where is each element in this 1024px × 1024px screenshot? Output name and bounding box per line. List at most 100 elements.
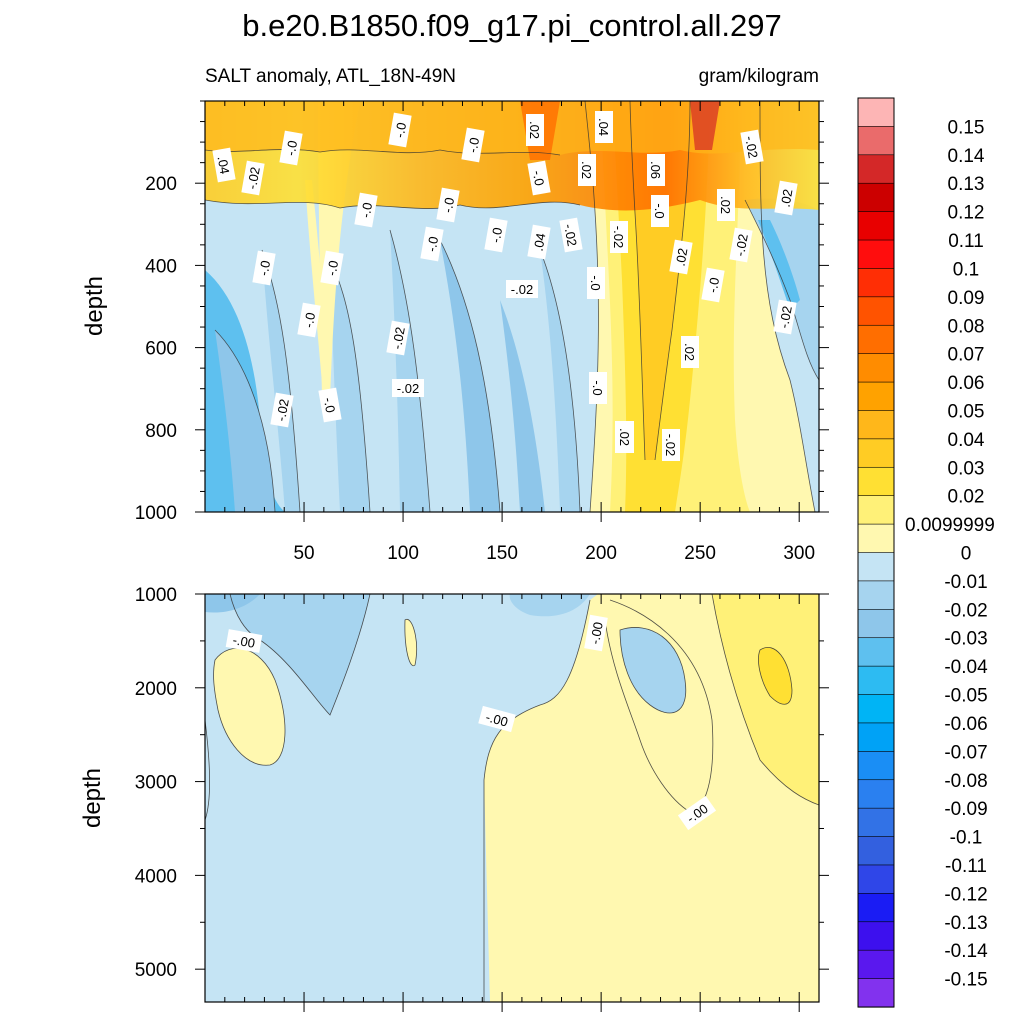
contour-label-bg: [587, 267, 605, 299]
contour-label: .02: [681, 336, 699, 368]
contour-label: -.00: [478, 705, 516, 733]
colorbar-label: 0.06: [948, 373, 985, 394]
contour-label: .04: [527, 224, 551, 260]
contour-label-bg: [595, 111, 613, 143]
x-tick-label: 200: [585, 543, 617, 564]
colorbar-label: -0.14: [944, 941, 988, 962]
colorbar-swatch: [857, 268, 895, 298]
contour-label-text: .02: [718, 196, 733, 214]
colorbar-swatch: [857, 466, 895, 497]
colorbar-label: 0.09: [948, 288, 985, 309]
lower-y-axis-label: depth: [79, 768, 106, 828]
contour-label-text: -.0: [440, 196, 457, 214]
contour-label-bg: [616, 421, 634, 453]
contour-label: -.0: [420, 226, 444, 262]
contour-label-text: .02: [673, 247, 691, 267]
y-tick-label: 800: [145, 421, 177, 442]
contour-label-bg: [436, 187, 460, 223]
colorbar-swatch: [857, 609, 895, 639]
contour-label-bg: [774, 180, 798, 216]
contour-label-text: -.0: [301, 311, 318, 329]
contour-label-bg: [647, 154, 665, 186]
contour-label-text: -.0: [530, 169, 547, 187]
contour-label: -.0: [320, 250, 344, 286]
contour-label: .02: [526, 114, 544, 146]
contour-label: .02: [616, 421, 634, 453]
colorbar-swatch: [857, 296, 895, 326]
contour-label-text: -.0: [256, 259, 273, 277]
contour-label-bg: [212, 147, 236, 183]
contour-label-text: .06: [648, 161, 663, 179]
colorbar-label: -0.12: [944, 884, 987, 905]
colorbar-swatch: [857, 523, 895, 554]
lower-panel-border: [204, 593, 820, 1003]
colorbar-swatch: [857, 353, 895, 383]
contour-label: .02: [717, 189, 735, 221]
contour-label-bg: [584, 614, 608, 652]
colorbar-label: -0.03: [944, 629, 987, 650]
contour-label: -.0: [461, 127, 485, 163]
colorbar-label: 0.08: [948, 316, 985, 337]
y-tick-label: 3000: [135, 773, 177, 794]
contour-label-text: -.0: [465, 136, 482, 154]
colorbar-label: 0.03: [948, 458, 985, 479]
x-axis-ticks: 50 100 150 200 250 300: [224, 101, 820, 1012]
contour-label-bg: [740, 129, 764, 165]
colorbar-swatch: [857, 779, 895, 809]
contour-label-text: -.0: [392, 121, 409, 139]
contour-label-text: -.00: [587, 621, 606, 646]
contour-label-text: -.0: [321, 396, 338, 414]
contour-label: -.0: [354, 192, 378, 228]
contour-label-bg: [241, 160, 265, 196]
contour-label-bg: [559, 217, 583, 253]
contour-label-bg: [270, 392, 294, 428]
contour-label: -.0: [388, 112, 412, 148]
x-tick-label: 100: [387, 543, 419, 564]
contour-label-bg: [461, 127, 485, 163]
contour-label-text: -.0: [590, 380, 605, 395]
colorbar-label: -0.11: [945, 856, 987, 877]
contour-label-text: .02: [527, 121, 542, 139]
contour-label-bg: [526, 114, 544, 146]
contour-label-text: -.0: [358, 201, 375, 219]
contour-label-text: .02: [682, 343, 697, 361]
colorbar-label: 0.1: [953, 259, 979, 280]
contour-label: -.0: [484, 217, 508, 253]
contour-label-text: -.00: [484, 709, 510, 729]
colorbar-swatch: [857, 665, 895, 696]
lower-panel-frame: [204, 593, 820, 1003]
contour-label-bg: [773, 299, 797, 335]
contour-label-bg: [669, 239, 693, 275]
contour-label: -.0: [436, 187, 460, 223]
contour-label: -.0: [297, 302, 321, 338]
colorbar-swatch: [857, 324, 895, 355]
contour-label: -.02: [740, 129, 764, 165]
contour-label-text: -.0: [283, 139, 300, 157]
colorbar-swatch: [857, 722, 895, 752]
contour-label-bg: [651, 195, 669, 227]
y-tick-label: 200: [145, 174, 177, 195]
colorbar-label: 0.14: [948, 146, 985, 167]
colorbar-label: 0.02: [948, 487, 985, 508]
contour-label-text: -.00: [232, 632, 257, 651]
contour-label: .02: [774, 180, 798, 216]
contour-label: -.02: [386, 320, 410, 356]
colorbar-label: -0.08: [944, 771, 987, 792]
contour-label: -.02: [729, 227, 753, 263]
colorbar-swatch: [857, 637, 895, 667]
colorbar-label: 0.0099999: [905, 515, 995, 536]
colorbar-swatch: [857, 182, 895, 213]
colorbar-swatch: [857, 893, 895, 923]
contour-label: -.02: [773, 299, 797, 335]
colorbar-swatch: [857, 694, 895, 724]
contour-label-bg: [506, 280, 538, 298]
lower-panel-field: [205, 594, 819, 1002]
colorbar-label: 0.13: [948, 174, 985, 195]
y-tick-label: 4000: [135, 866, 177, 887]
colorbar-label: -0.05: [944, 686, 987, 707]
y-tick-label: 2000: [135, 679, 177, 700]
contour-label-bg: [225, 629, 263, 653]
contour-label-text: -.02: [742, 135, 761, 160]
contour-label-bg: [527, 160, 551, 196]
contour-label-text: -.0: [424, 235, 441, 253]
